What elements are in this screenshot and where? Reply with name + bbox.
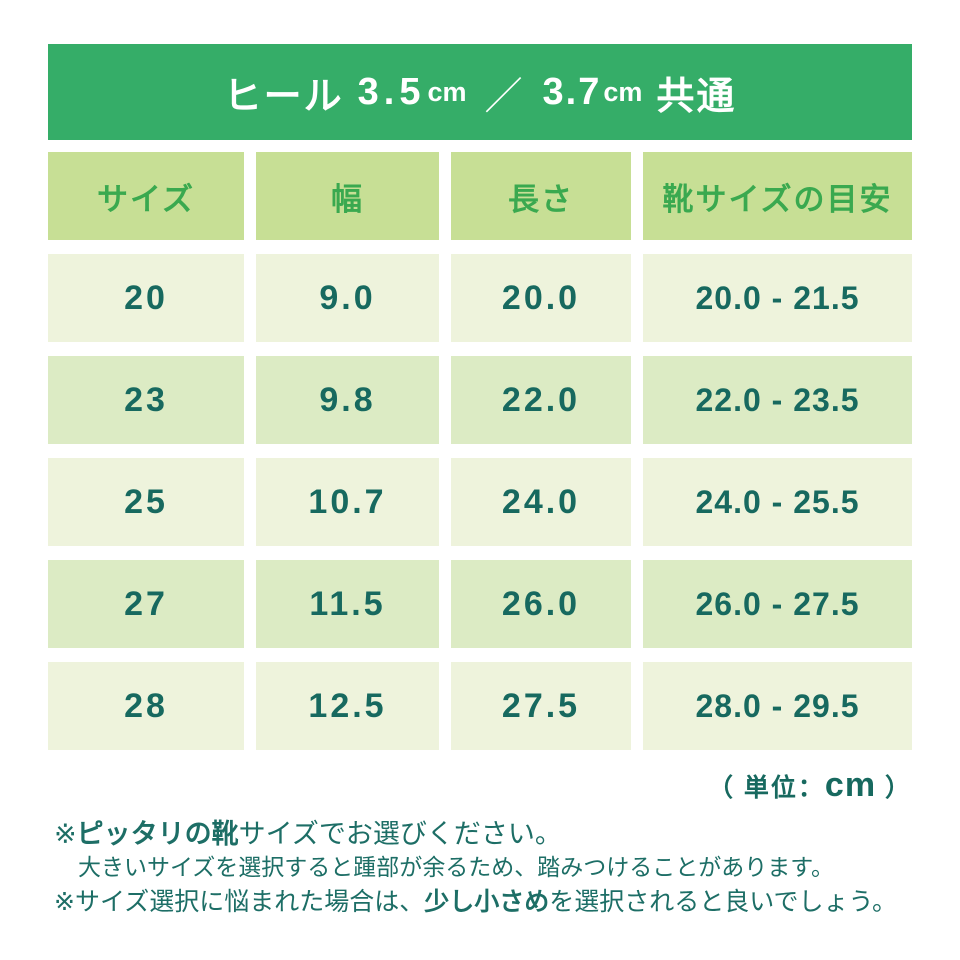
size-table: サイズ 幅 長さ 靴サイズの目安 20 9.0 20.0 20.0 - 21.5… <box>48 152 912 750</box>
table-cell: 27 <box>48 560 244 648</box>
banner-prefix: ヒール <box>223 75 344 118</box>
table-cell: 23 <box>48 356 244 444</box>
table-cell: 22.0 - 23.5 <box>643 356 912 444</box>
note-fit-rest: サイズでお選びください。 <box>238 819 562 849</box>
table-cell: 11.5 <box>256 560 439 648</box>
table-cell: 24.0 <box>451 458 631 546</box>
table-cell: 25 <box>48 458 244 546</box>
note-size-advice: ※サイズ選択に悩まれた場合は、少し小さめを選択されると良いでしょう。 <box>54 882 897 918</box>
table-cell: 10.7 <box>256 458 439 546</box>
note-fit-bold: ピッタリの靴 <box>76 819 239 849</box>
table-cell: 26.0 - 27.5 <box>643 560 912 648</box>
table-header-shoe-size-guide: 靴サイズの目安 <box>643 152 912 240</box>
banner-unit-1: cm <box>427 76 467 107</box>
table-header-width: 幅 <box>256 152 439 240</box>
note-fit-marker: ※ <box>54 819 77 849</box>
table-cell: 9.0 <box>256 254 439 342</box>
banner-unit-2: cm <box>603 76 643 107</box>
note-fit-detail: 大きいサイズを選択すると踵部が余るため、踏みつけることがあります。 <box>78 854 835 880</box>
table-cell: 26.0 <box>451 560 631 648</box>
unit-note-open: （ 単位： <box>707 774 825 802</box>
table-cell: 28.0 - 29.5 <box>643 662 912 750</box>
note-fit: ※ピッタリの靴サイズでお選びください。 <box>54 812 562 851</box>
table-cell: 24.0 - 25.5 <box>643 458 912 546</box>
table-cell: 20.0 - 21.5 <box>643 254 912 342</box>
table-cell: 22.0 <box>451 356 631 444</box>
heel-banner: ヒール 3.5 cm ／ 3.7 cm 共通 <box>48 44 912 140</box>
banner-heel-size-1: 3.5 <box>357 70 426 113</box>
note-advice-post: を選択されると良いでしょう。 <box>549 888 897 916</box>
unit-note-value: cm <box>824 766 877 804</box>
note-advice-pre: サイズ選択に悩まれた場合は、 <box>74 888 425 916</box>
table-cell: 9.8 <box>256 356 439 444</box>
unit-note: （ 単位：cm ） <box>708 766 912 805</box>
banner-separator: ／ <box>484 75 525 118</box>
unit-note-close: ） <box>876 774 912 802</box>
banner-heel-size-2: 3.7 <box>542 70 602 113</box>
note-advice-marker: ※ <box>54 888 75 916</box>
table-header-length: 長さ <box>451 152 631 240</box>
note-advice-bold: 少し小さめ <box>424 888 550 916</box>
table-cell: 20 <box>48 254 244 342</box>
table-cell: 20.0 <box>451 254 631 342</box>
banner-suffix: 共通 <box>656 75 737 118</box>
table-header-size: サイズ <box>48 152 244 240</box>
table-cell: 12.5 <box>256 662 439 750</box>
table-cell: 28 <box>48 662 244 750</box>
table-cell: 27.5 <box>451 662 631 750</box>
